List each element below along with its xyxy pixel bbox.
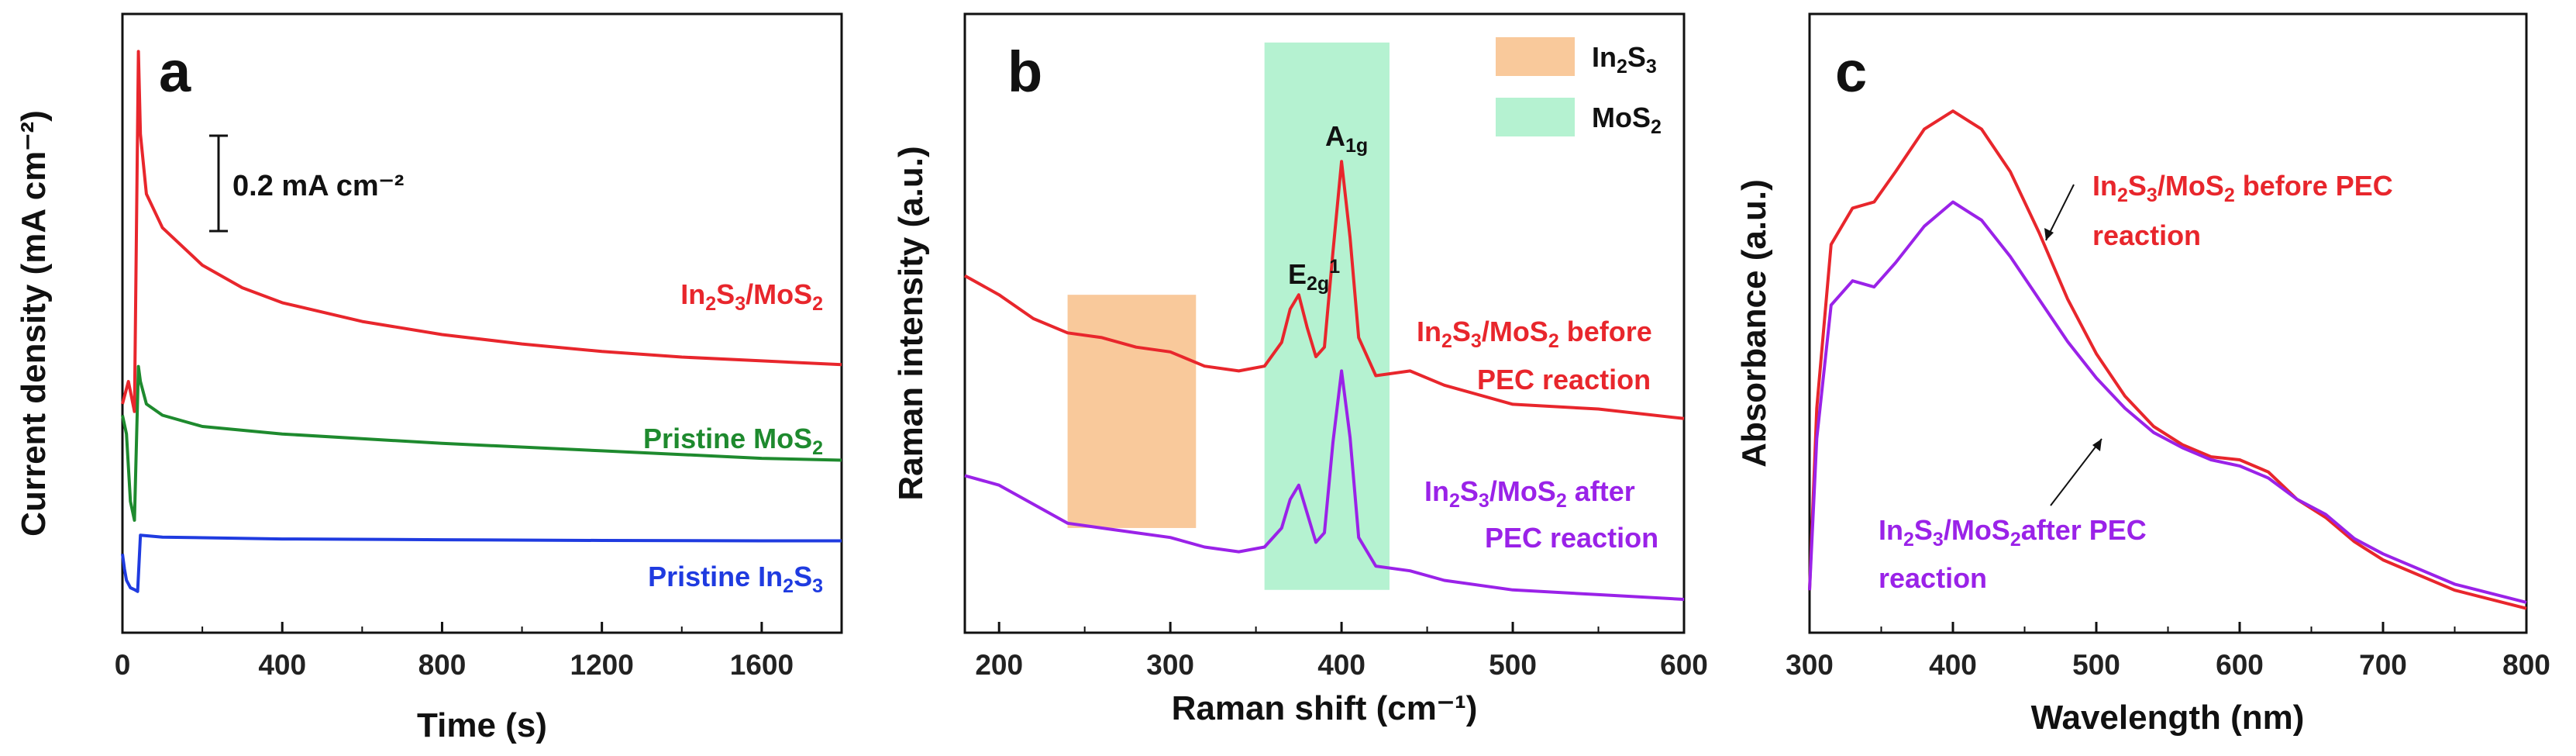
panel-b-series [964, 160, 1685, 601]
series-label-b-0-line2: PEC reaction [1477, 364, 1651, 395]
series-line-a-1 [121, 364, 842, 522]
series-line-c-0 [1808, 109, 2527, 610]
shaded-region-in2s3 [1067, 295, 1197, 528]
x-tick-label-a: 1200 [570, 649, 634, 681]
panel-a-ylabel: Current density (mA cm⁻²) [15, 110, 53, 537]
series-label-c-1-line2: reaction [1879, 562, 1987, 594]
series-label-c-1-line1: In2S3/MoS2after PEC [1879, 514, 2147, 551]
legend-label-mos2: MoS2 [1592, 102, 1662, 138]
panel-b-ylabel: Raman intensity (a.u.) [892, 146, 930, 500]
series-label-b-0-line1: In2S3/MoS2 before [1417, 316, 1652, 352]
panel-c-series [1808, 109, 2527, 610]
legend-label-in2s3: In2S3 [1592, 41, 1657, 78]
series-line-b-0 [964, 160, 1685, 420]
panel-a-series [121, 50, 842, 593]
series-line-a-0 [121, 50, 842, 413]
series-label-a-0: In2S3/MoS2 [680, 278, 823, 315]
x-tick-label-c: 400 [1929, 649, 1977, 681]
panel-a-letter: a [159, 40, 191, 104]
panel-c-series-labels: In2S3/MoS2 before PEC reaction In2S3/MoS2a… [1879, 170, 2393, 594]
series-label-c-0-line1: In2S3/MoS2 before PEC [2092, 170, 2393, 206]
panel-a-frame [121, 12, 843, 634]
panel-a-series-labels: In2S3/MoS2 Pristine MoS2 Pristine In2S3 [643, 278, 823, 597]
x-tick-label-b: 400 [1317, 649, 1365, 681]
x-tick-label-a: 1600 [730, 649, 794, 681]
panel-c-xlabel: Wavelength (nm) [2031, 699, 2305, 737]
panel-b-x-ticks: 200 300 400 500 600 [975, 622, 1708, 681]
x-tick-label-c: 500 [2072, 649, 2120, 681]
series-label-b-1-line2: PEC reaction [1485, 522, 1658, 554]
panel-c-ylabel: Absorbance (a.u.) [1735, 179, 1773, 468]
panel-b-peak-labels: E2g1 A1g [1288, 120, 1368, 295]
panel-b-frame [963, 12, 1686, 634]
x-tick-label-b: 600 [1660, 649, 1708, 681]
panel-a-xlabel: Time (s) [417, 706, 547, 744]
legend-swatch-mos2 [1496, 98, 1575, 136]
x-tick-label-a: 400 [258, 649, 306, 681]
x-tick-label-c: 300 [1786, 649, 1834, 681]
series-line-c-1 [1808, 200, 2527, 604]
peak-label-e2g1: E2g1 [1288, 256, 1340, 294]
annotation-arrowhead-before [2044, 228, 2054, 240]
x-tick-label-c: 600 [2216, 649, 2264, 681]
panel-b-series-labels: In2S3/MoS2 before PEC reaction In2S3/MoS2 … [1417, 316, 1658, 554]
series-label-a-1: Pristine MoS2 [643, 423, 823, 459]
x-tick-label-a: 800 [418, 649, 467, 681]
scale-bar: 0.2 mA cm⁻² [209, 134, 404, 233]
peak-label-a1g: A1g [1325, 120, 1368, 157]
annotation-arrowhead-after [2092, 439, 2102, 451]
panel-c-letter: c [1835, 40, 1867, 104]
annotation-arrow-after [2050, 438, 2102, 506]
x-tick-label-c: 800 [2502, 649, 2550, 681]
series-label-c-0-line2: reaction [2092, 219, 2201, 251]
x-tick-label-a: 0 [115, 649, 131, 681]
scale-bar-label: 0.2 mA cm⁻² [232, 170, 404, 202]
series-line-a-2 [121, 533, 842, 593]
series-label-b-1-line1: In2S3/MoS2 after [1424, 475, 1635, 512]
panel-b: b E2g1 A1g In2S3 MoS2 200 300 400 500 600 In2S… [892, 12, 1708, 727]
x-tick-label-b: 500 [1489, 649, 1537, 681]
legend-swatch-in2s3 [1496, 37, 1575, 76]
panel-b-letter: b [1007, 40, 1042, 104]
panel-a: a 0 400 800 1200 1600 Time (s) Current densi… [15, 12, 843, 744]
panel-c-x-ticks: 300 400 500 600 700 800 [1786, 622, 2550, 681]
x-tick-label-b: 300 [1146, 649, 1194, 681]
panel-a-x-ticks: 0 400 800 1200 1600 [115, 622, 842, 681]
x-tick-label-c: 700 [2359, 649, 2407, 681]
panel-b-xlabel: Raman shift (cm⁻¹) [1172, 689, 1478, 727]
series-label-a-2: Pristine In2S3 [648, 561, 823, 597]
panel-b-legend: In2S3 MoS2 [1496, 37, 1662, 138]
x-tick-label-b: 200 [975, 649, 1023, 681]
panel-c: c 300 400 500 600 700 800 In2S3/MoS2 before P… [1735, 12, 2550, 737]
series-line-b-1 [964, 369, 1685, 601]
